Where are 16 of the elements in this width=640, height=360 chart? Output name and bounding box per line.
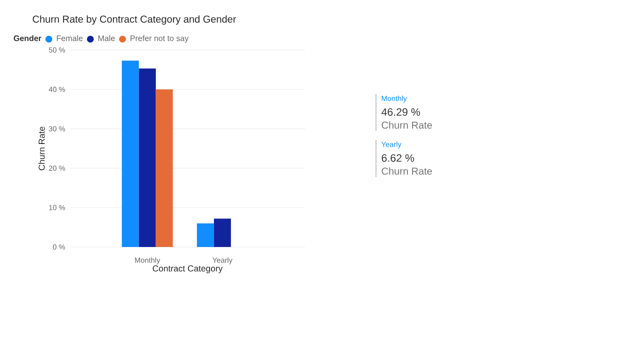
x-axis-title: Contract Category xyxy=(152,265,223,274)
chart-title: Churn Rate by Contract Category and Gender xyxy=(32,15,236,25)
legend-label: Male xyxy=(98,35,115,42)
text: Churn Rate xyxy=(382,121,432,129)
legend-label: Prefer not to say xyxy=(130,35,189,43)
bar xyxy=(214,218,231,247)
legend-title: Gender xyxy=(14,35,42,42)
bar xyxy=(138,68,156,247)
text: 6.62 % xyxy=(382,154,414,162)
y-axis-title: Churn Rate xyxy=(38,126,45,170)
bar xyxy=(156,89,173,247)
bar xyxy=(196,223,214,247)
bar xyxy=(122,60,139,247)
legend-label: Female xyxy=(56,35,83,42)
text: 46.29 % xyxy=(382,108,420,116)
text: Churn Rate xyxy=(382,167,432,175)
